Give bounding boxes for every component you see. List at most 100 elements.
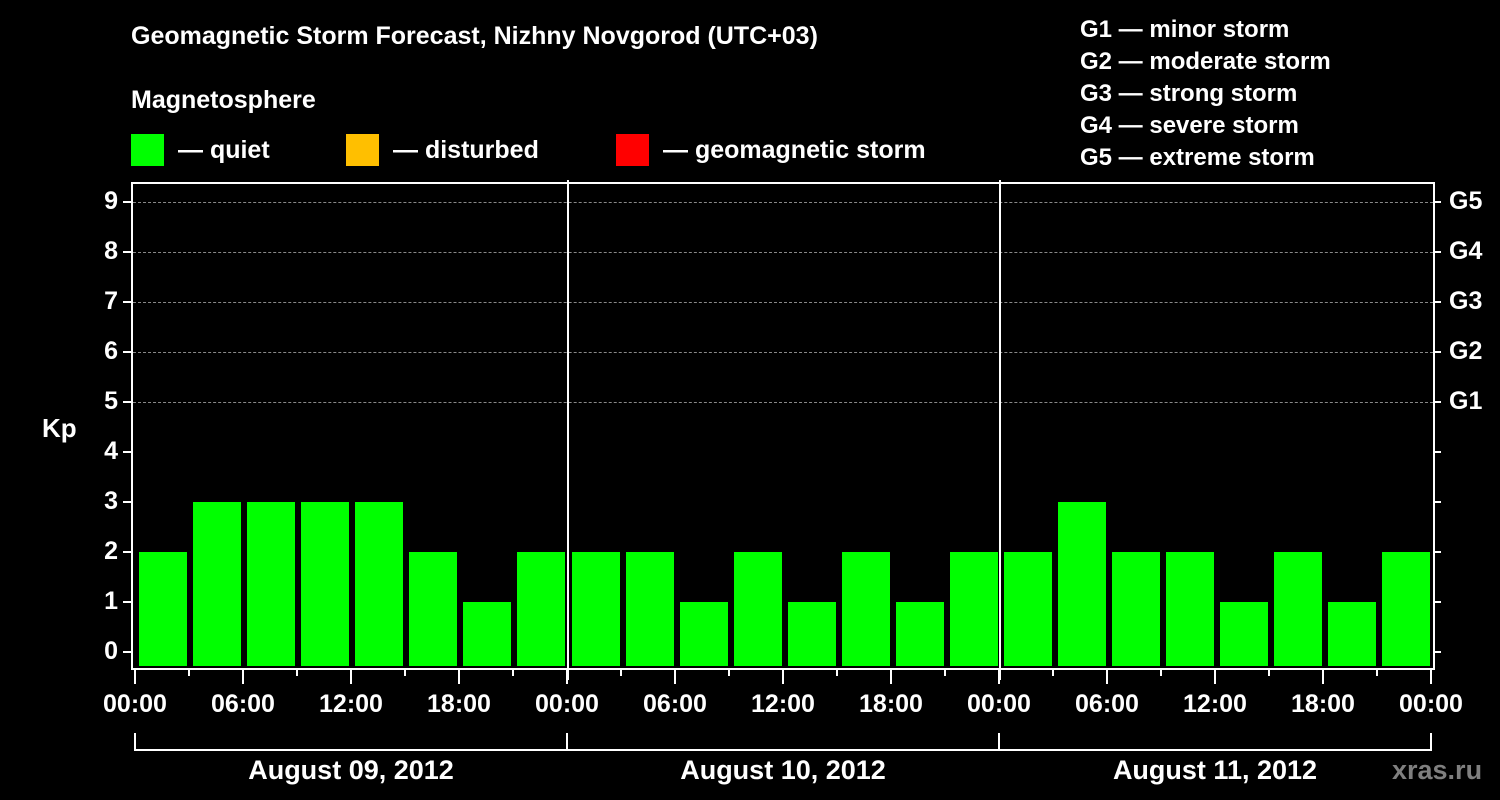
kp-bar bbox=[355, 502, 403, 666]
y-tick-right bbox=[1433, 501, 1441, 503]
x-tick bbox=[1106, 668, 1108, 684]
x-tick bbox=[782, 668, 784, 684]
x-tick bbox=[674, 668, 676, 684]
g-legend-item: G4 — severe storm bbox=[1080, 112, 1299, 139]
kp-bar bbox=[1166, 552, 1214, 666]
g-scale-label: G4 bbox=[1449, 237, 1483, 265]
x-tick bbox=[566, 668, 568, 684]
quiet-swatch-icon bbox=[131, 134, 164, 166]
kp-bar bbox=[572, 552, 620, 666]
kp-bar bbox=[1382, 552, 1430, 666]
x-tick-label: 00:00 bbox=[967, 690, 1031, 718]
legend-storm-label: — geomagnetic storm bbox=[663, 135, 926, 164]
x-tick bbox=[404, 668, 406, 676]
disturbed-swatch-icon bbox=[346, 134, 379, 166]
x-tick bbox=[1052, 668, 1054, 676]
x-tick bbox=[1322, 668, 1324, 684]
g-scale-label: G3 bbox=[1449, 287, 1483, 315]
kp-bar bbox=[193, 502, 241, 666]
y-tick-right bbox=[1433, 351, 1441, 353]
g-legend-item: G2 — moderate storm bbox=[1080, 48, 1331, 75]
x-tick bbox=[188, 668, 190, 676]
g-legend-item: G3 — strong storm bbox=[1080, 80, 1298, 107]
y-tick-label: 5 bbox=[104, 387, 118, 415]
x-tick bbox=[458, 668, 460, 684]
x-tick bbox=[890, 668, 892, 684]
x-tick-label: 18:00 bbox=[859, 690, 923, 718]
g-scale-legend: G1 — minor storm G2 — moderate storm G3 … bbox=[1080, 14, 1331, 174]
y-tick-label: 8 bbox=[104, 237, 118, 265]
x-tick bbox=[296, 668, 298, 676]
legend-disturbed: — disturbed bbox=[346, 134, 539, 166]
g-legend-item: G1 — minor storm bbox=[1080, 16, 1290, 43]
y-tick-label: 4 bbox=[104, 437, 118, 465]
y-tick bbox=[123, 401, 131, 403]
kp-bar bbox=[896, 602, 944, 666]
kp-bar bbox=[680, 602, 728, 666]
y-tick bbox=[123, 601, 131, 603]
kp-bar bbox=[1328, 602, 1376, 666]
y-tick-right bbox=[1433, 401, 1441, 403]
gridline bbox=[133, 402, 1433, 403]
kp-bar bbox=[1058, 502, 1106, 666]
g-legend-item: G5 — extreme storm bbox=[1080, 144, 1315, 171]
watermark: xras.ru bbox=[1392, 755, 1483, 785]
kp-bar bbox=[139, 552, 187, 666]
day-label: August 09, 2012 bbox=[248, 755, 454, 785]
gridline bbox=[133, 252, 1433, 253]
kp-bar bbox=[788, 602, 836, 666]
y-tick-label: 6 bbox=[104, 337, 118, 365]
day-divider bbox=[999, 180, 1001, 680]
x-tick bbox=[134, 668, 136, 684]
x-tick-label: 06:00 bbox=[1075, 690, 1139, 718]
legend-disturbed-label: — disturbed bbox=[393, 135, 539, 164]
plot-area bbox=[131, 180, 1435, 680]
kp-bar bbox=[409, 552, 457, 666]
x-tick bbox=[1268, 668, 1270, 676]
x-tick bbox=[1430, 668, 1432, 684]
y-tick-right bbox=[1433, 201, 1441, 203]
x-tick bbox=[944, 668, 946, 676]
x-tick-label: 12:00 bbox=[1183, 690, 1247, 718]
y-tick-right bbox=[1433, 251, 1441, 253]
y-tick-right bbox=[1433, 551, 1441, 553]
x-tick bbox=[512, 668, 514, 676]
y-tick-label: 3 bbox=[104, 487, 118, 515]
legend-quiet-label: — quiet bbox=[178, 135, 270, 164]
gridline bbox=[133, 202, 1433, 203]
x-tick-label: 00:00 bbox=[1399, 690, 1463, 718]
legend-heading: Magnetosphere bbox=[131, 86, 316, 114]
x-tick-label: 12:00 bbox=[319, 690, 383, 718]
x-tick bbox=[350, 668, 352, 684]
legend-quiet: — quiet bbox=[131, 134, 270, 166]
x-tick bbox=[1214, 668, 1216, 684]
day-bracket bbox=[566, 733, 1000, 751]
chart-title: Geomagnetic Storm Forecast, Nizhny Novgo… bbox=[131, 22, 818, 50]
kp-bar bbox=[247, 502, 295, 666]
y-tick-label: 9 bbox=[104, 187, 118, 215]
y-tick-right bbox=[1433, 301, 1441, 303]
storm-swatch-icon bbox=[616, 134, 649, 166]
x-tick bbox=[728, 668, 730, 676]
y-tick-label: 1 bbox=[104, 587, 118, 615]
day-label: August 11, 2012 bbox=[1112, 755, 1318, 785]
g-scale-label: G2 bbox=[1449, 337, 1483, 365]
x-tick bbox=[998, 668, 1000, 684]
day-bracket bbox=[998, 733, 1432, 751]
kp-bar bbox=[301, 502, 349, 666]
gridline bbox=[133, 302, 1433, 303]
y-tick bbox=[123, 451, 131, 453]
kp-bar bbox=[842, 552, 890, 666]
kp-bar bbox=[1004, 552, 1052, 666]
x-tick-label: 18:00 bbox=[427, 690, 491, 718]
y-tick bbox=[123, 201, 131, 203]
gridline bbox=[133, 352, 1433, 353]
y-tick-right bbox=[1433, 451, 1441, 453]
y-tick bbox=[123, 251, 131, 253]
y-tick bbox=[123, 351, 131, 353]
y-tick-right bbox=[1433, 651, 1441, 653]
day-label: August 10, 2012 bbox=[680, 755, 886, 785]
x-tick-label: 12:00 bbox=[751, 690, 815, 718]
kp-bar bbox=[626, 552, 674, 666]
x-tick bbox=[242, 668, 244, 684]
